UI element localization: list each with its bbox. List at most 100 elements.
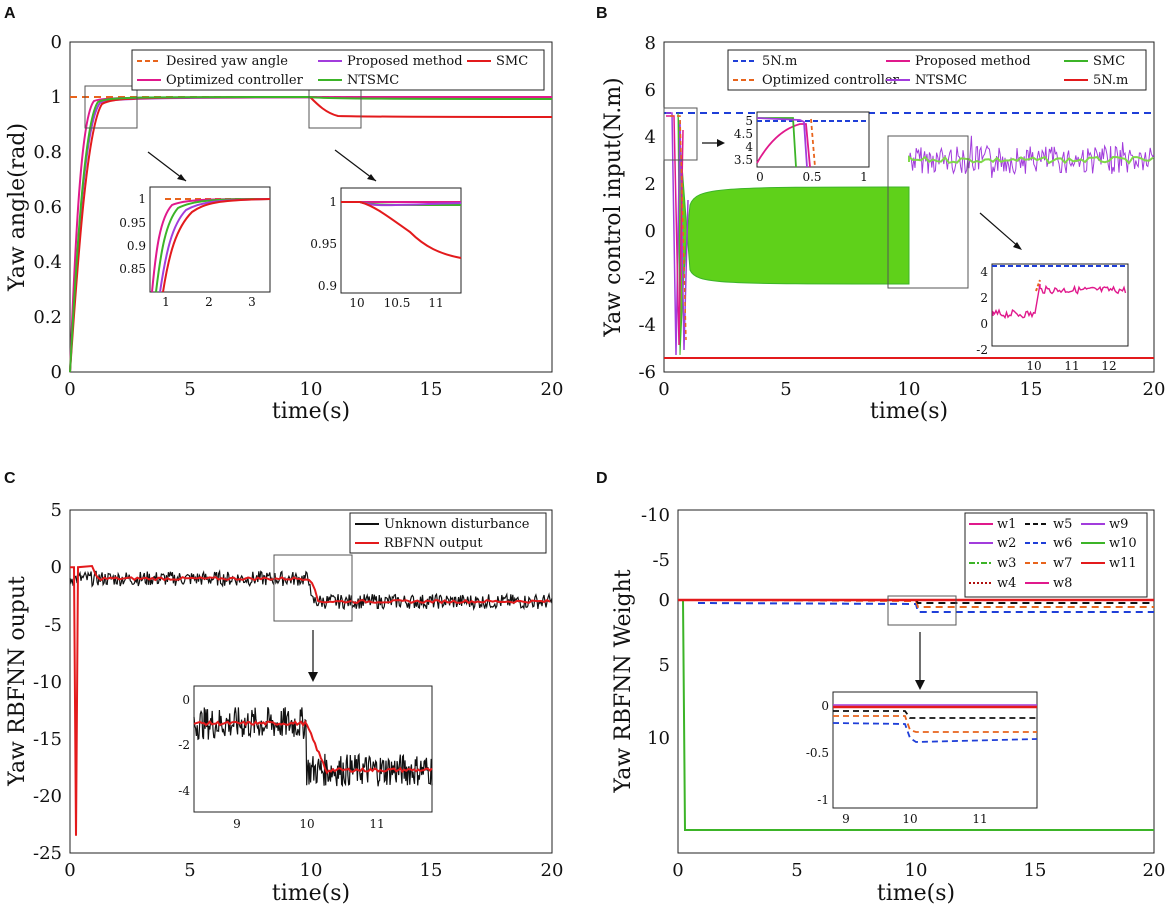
x-axis-label-d: time(s) xyxy=(877,881,955,906)
inset-tick: 0.95 xyxy=(310,237,337,251)
panel-a: A 0 0.2 0.4 0.6 0.8 1 0 0 5 10 15 20 tim… xyxy=(4,5,563,424)
y-tick: 5 xyxy=(51,500,62,521)
x-tick: 10 xyxy=(300,860,323,881)
legend-entry: NTSMC xyxy=(915,73,967,88)
y-tick: -20 xyxy=(33,786,62,807)
inset-tick: 0.85 xyxy=(119,262,146,276)
inset-tick: 4 xyxy=(745,140,753,154)
zoom-arrow xyxy=(334,149,377,182)
y-tick: -10 xyxy=(33,672,62,693)
legend-entry: 5N.m xyxy=(762,54,797,69)
legend-box xyxy=(964,512,1148,598)
inset-series xyxy=(833,715,1037,733)
x-tick: 20 xyxy=(1143,860,1166,881)
y-tick: -10 xyxy=(641,505,670,526)
zoom-box xyxy=(308,85,362,129)
plot-area-c xyxy=(69,509,553,854)
plot-area-d xyxy=(677,509,1155,854)
panel-b: B -6 -4 -2 0 2 4 6 8 0 5 10 15 20 time(s… xyxy=(596,5,1165,424)
inset-tick: 10.5 xyxy=(384,296,411,310)
inset-tick: 3 xyxy=(248,295,256,309)
inset-tick: 10 xyxy=(349,296,364,310)
zoom-arrow xyxy=(979,212,1021,249)
zoom-box xyxy=(273,554,353,622)
x-tick: 0 xyxy=(64,379,75,400)
arrow-head xyxy=(367,174,376,181)
inset-tick: 0 xyxy=(821,699,829,713)
y-ticks-d: -10 -5 0 5 10 xyxy=(641,505,670,749)
series-proposed-method xyxy=(69,96,553,373)
inset-x-ticks: 9 10 11 xyxy=(233,817,384,831)
x-tick: 20 xyxy=(1143,379,1166,400)
x-ticks-d: 0 5 10 15 20 xyxy=(672,860,1165,881)
inset-x-ticks: 9 10 11 xyxy=(842,812,987,826)
inset-tick: 11 xyxy=(369,817,384,831)
x-tick: 20 xyxy=(541,379,564,400)
y-tick: 0 xyxy=(51,32,62,53)
x-ticks-b: 0 5 10 15 20 xyxy=(658,379,1165,400)
inset-tick: -0.5 xyxy=(806,746,829,760)
y-tick: 0.8 xyxy=(33,142,62,163)
legend-entry: w9 xyxy=(1109,517,1128,532)
legend-d: w1 w5 w9 w2 w6 w10 w3 w7 w11 w4 w8 xyxy=(964,512,1148,598)
legend-entry: SMC xyxy=(1093,54,1125,69)
legend-box xyxy=(131,49,545,91)
inset-d1: 0 -0.5 -1 9 10 11 xyxy=(806,691,1038,826)
inset-b2: 4 2 0 -2 10 11 12 xyxy=(976,263,1129,373)
x-ticks-c: 0 5 10 15 20 xyxy=(64,860,563,881)
inset-tick: -1 xyxy=(817,793,829,807)
inset-tick: 1 xyxy=(162,295,170,309)
inset-c1: 0 -2 -4 9 10 11 xyxy=(178,685,433,831)
inset-series xyxy=(992,283,1127,320)
legend-entry: w1 xyxy=(997,517,1016,532)
inset-series xyxy=(155,198,271,293)
inset-tick: 1 xyxy=(138,192,146,206)
zoom-box xyxy=(84,85,138,129)
series-w6 xyxy=(697,602,1154,613)
inset-series xyxy=(832,722,1038,743)
legend-entry: w7 xyxy=(1053,556,1072,571)
x-ticks-a: 0 5 10 15 20 xyxy=(64,379,563,400)
inset-a2: 1 0.95 0.9 10 10.5 11 xyxy=(310,187,462,310)
y-ticks-c: -25 -20 -15 -10 -5 0 5 xyxy=(33,500,62,864)
y-ticks-b: -6 -4 -2 0 2 4 6 8 xyxy=(638,33,656,383)
inset-tick: 10 xyxy=(1026,359,1041,373)
inset-y-ticks: 1 0.95 0.9 xyxy=(310,195,337,293)
inset-tick: -2 xyxy=(178,738,190,752)
y-tick: -5 xyxy=(44,615,62,636)
inset-tick: 0 xyxy=(980,317,988,331)
inset-tick: 9 xyxy=(842,812,850,826)
series-ntsmc-spike xyxy=(666,112,689,356)
arrow-head xyxy=(915,680,925,690)
x-tick: 15 xyxy=(420,379,443,400)
legend-entry: Desired yaw angle xyxy=(166,54,288,69)
series-smc xyxy=(69,95,553,373)
y-axis-label-b: Yaw control input(N.m) xyxy=(601,77,626,337)
inset-series xyxy=(1035,279,1041,292)
x-tick: 0 xyxy=(658,379,669,400)
plot-area-b xyxy=(663,41,1155,373)
y-tick: 0 xyxy=(51,362,62,383)
series-ntsmc-noise xyxy=(908,135,1155,178)
inset-tick: 11 xyxy=(1064,359,1079,373)
inset-series xyxy=(756,123,811,168)
plot-area-a xyxy=(69,41,553,373)
panel-label-a: A xyxy=(4,5,16,22)
inset-tick: 0.95 xyxy=(119,216,146,230)
y-tick: 0.6 xyxy=(33,197,62,218)
legend-entry: Optimized controller xyxy=(166,73,304,88)
y-tick: -6 xyxy=(638,362,656,383)
legend-entry: Optimized controller xyxy=(762,73,900,88)
inset-y-ticks: 4 2 0 -2 xyxy=(976,265,988,357)
x-tick: 10 xyxy=(898,379,921,400)
legend-entry: Proposed method xyxy=(915,54,1031,69)
inset-tick: 0.9 xyxy=(127,239,146,253)
inset-series xyxy=(162,198,271,293)
inset-tick: 1 xyxy=(329,195,337,209)
y-tick: -2 xyxy=(638,268,656,289)
inset-tick: 1 xyxy=(860,170,868,184)
inset-y-ticks: 5 4.5 4 3.5 xyxy=(734,114,753,167)
panel-label-d: D xyxy=(596,470,608,487)
x-tick: 5 xyxy=(184,379,195,400)
